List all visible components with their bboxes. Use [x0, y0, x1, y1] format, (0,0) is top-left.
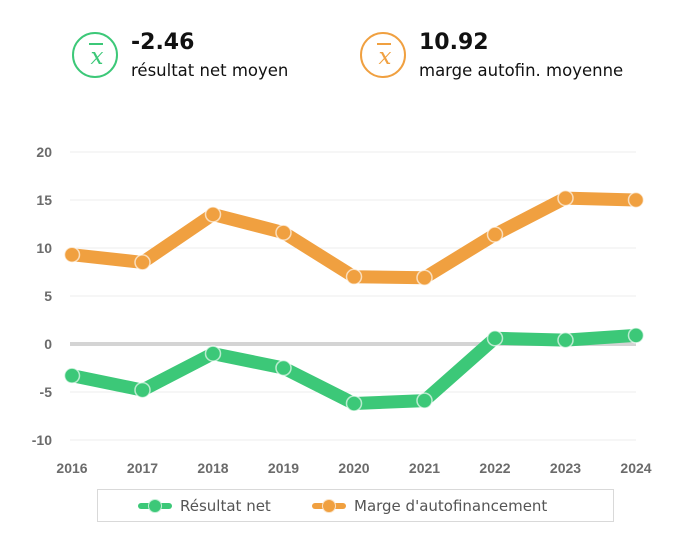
data-point — [63, 246, 81, 263]
x-tick-label: 2018 — [197, 460, 228, 476]
data-point — [627, 191, 645, 209]
data-point — [275, 224, 292, 241]
mean-symbol-icon: x — [72, 32, 118, 78]
x-tick-label: 2020 — [338, 460, 369, 476]
x-tick-label: 2023 — [550, 460, 581, 476]
data-point — [416, 269, 433, 287]
data-point — [416, 392, 433, 409]
data-point — [345, 268, 363, 286]
y-tick-label: 0 — [44, 336, 52, 352]
x-tick-label: 2021 — [409, 460, 440, 476]
kpi-value: -2.46 — [131, 30, 195, 55]
y-tick-label: 10 — [36, 240, 52, 256]
x-tick-label: 2017 — [127, 460, 158, 476]
data-point — [345, 395, 363, 412]
data-point — [557, 331, 574, 349]
legend-label: Résultat net — [180, 496, 271, 515]
data-point — [627, 327, 645, 344]
y-tick-label: -10 — [32, 432, 52, 448]
data-point — [486, 226, 504, 243]
data-point — [134, 254, 151, 271]
kpi-label: marge autofin. moyenne — [419, 61, 624, 80]
legend-label: Marge d'autofinancement — [354, 496, 548, 515]
y-tick-label: 15 — [36, 192, 52, 208]
x-tick-label: 2019 — [268, 460, 299, 476]
y-tick-label: 5 — [44, 288, 52, 304]
kpi-label: résultat net moyen — [131, 61, 289, 80]
data-point — [63, 367, 81, 384]
x-tick-label: 2022 — [479, 460, 510, 476]
data-point — [486, 329, 504, 347]
mean-symbol-icon: x — [360, 32, 406, 78]
x-tick-label: 2024 — [620, 460, 651, 476]
data-point — [204, 345, 222, 362]
legend-item-self-financing: Marge d'autofinancement — [312, 490, 547, 521]
legend-swatch — [312, 498, 346, 513]
series-line-1 — [65, 191, 643, 285]
y-tick-label: -5 — [40, 384, 53, 400]
data-point — [557, 189, 574, 207]
kpi-value: 10.92 — [419, 30, 489, 55]
x-tick-label: 2016 — [56, 460, 87, 476]
chart-legend: Résultat net Marge d'autofinancement — [97, 489, 614, 522]
y-tick-label: 20 — [36, 144, 52, 160]
data-point — [204, 206, 222, 223]
data-point — [275, 359, 292, 377]
data-point — [134, 381, 151, 399]
legend-swatch — [138, 498, 172, 513]
legend-item-net-result: Résultat net — [138, 490, 271, 521]
